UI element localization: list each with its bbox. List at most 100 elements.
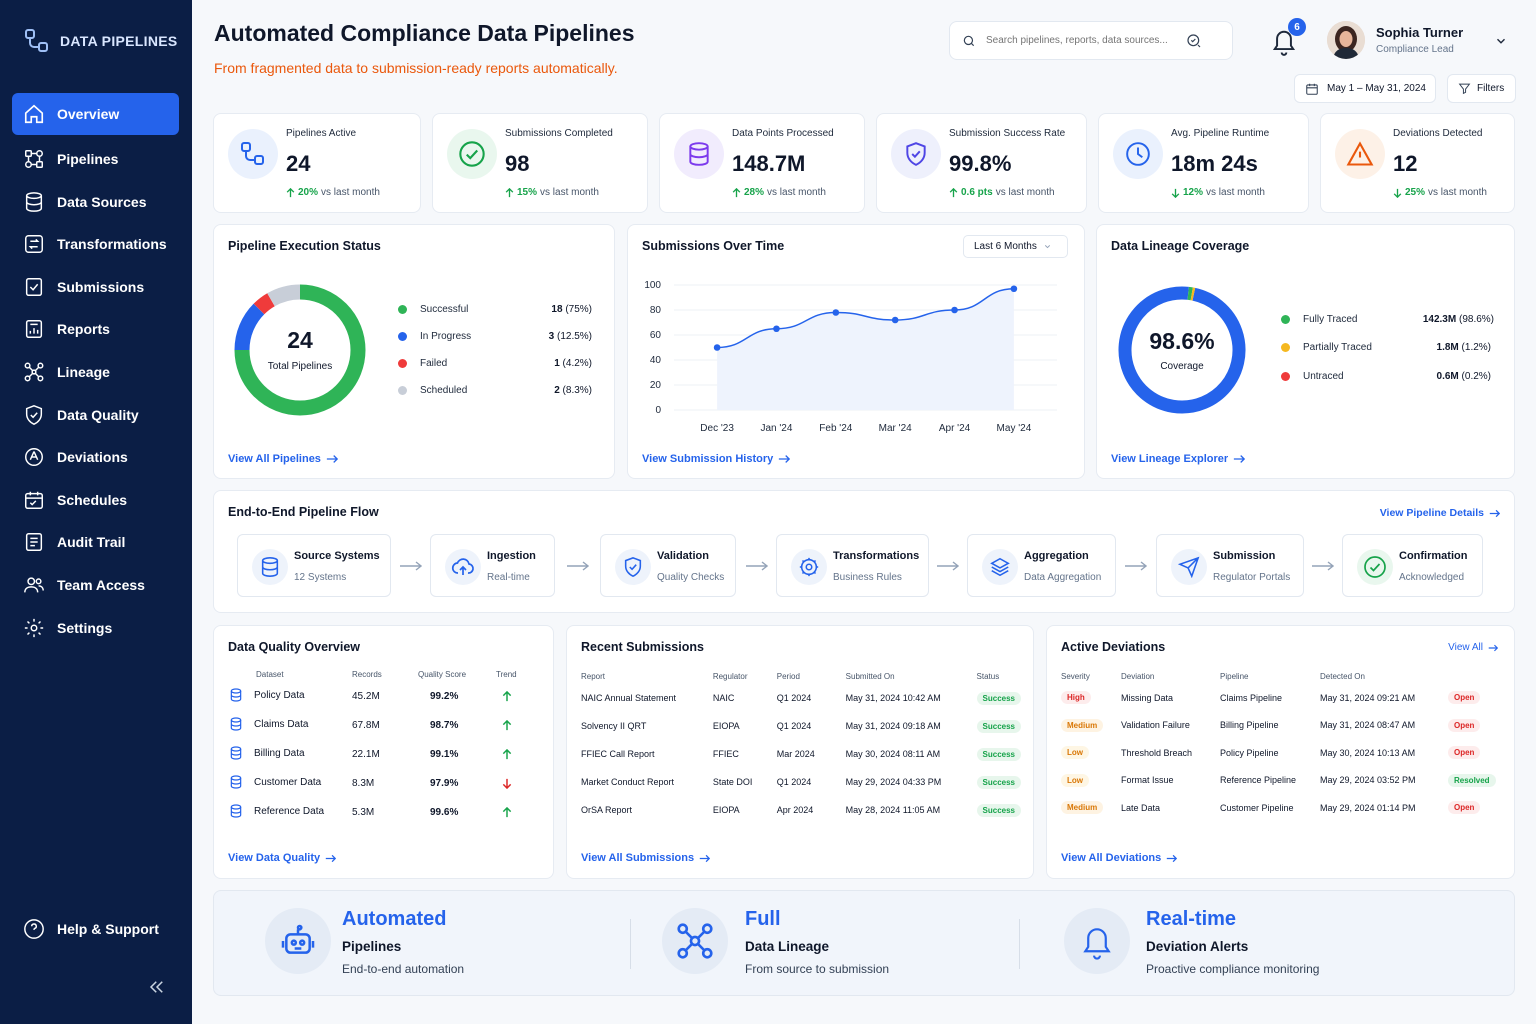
table-row[interactable]: FFIEC Call Report FFIEC Mar 2024 May 30,… [581, 740, 1021, 768]
table-row[interactable]: High Missing Data Claims Pipeline May 31… [1061, 684, 1505, 712]
flow-step-transformations[interactable]: Transformations Business Rules [776, 534, 929, 597]
view-pipeline-details-link[interactable]: View Pipeline Details [1380, 507, 1500, 519]
detected-on-cell: May 30, 2024 10:13 AM [1320, 747, 1416, 758]
search-input[interactable] [986, 35, 1176, 46]
kpi-submissions-completed[interactable]: Submissions Completed 98 15% vs last mont… [432, 113, 648, 213]
data-point[interactable] [1010, 285, 1018, 293]
nav-label: Lineage [57, 363, 110, 380]
table-row[interactable]: Low Threshold Breach Policy Pipeline May… [1061, 739, 1505, 767]
view-lineage-explorer-link[interactable]: View Lineage Explorer [1111, 453, 1246, 465]
table-row[interactable]: Claims Data 67.8M 98.7% [228, 711, 540, 740]
table-row[interactable]: Policy Data 45.2M 99.2% [228, 682, 540, 711]
sidebar-item-overview[interactable]: Overview [12, 93, 179, 135]
status-badge: Open [1448, 801, 1481, 815]
banner-desc: Proactive compliance monitoring [1146, 962, 1320, 976]
nav-label: Data Sources [57, 193, 147, 210]
arrow-up-icon [502, 691, 512, 702]
sidebar-item-pipelines[interactable]: Pipelines [12, 138, 179, 180]
legend-value: 0.6M (0.2%) [1437, 371, 1491, 382]
table-row[interactable]: Solvency II QRT EIOPA Q1 2024 May 31, 20… [581, 712, 1021, 740]
sidebar-item-schedules[interactable]: Schedules [12, 479, 179, 521]
kpi-deviations-detected[interactable]: Deviations Detected 12 25% vs last month [1320, 113, 1515, 213]
data-point[interactable] [891, 316, 899, 324]
submitted-on-cell: May 31, 2024 10:42 AM [845, 693, 941, 703]
table-row[interactable]: Reference Data 5.3M 99.6% [228, 798, 540, 827]
arrow-down-icon [1171, 188, 1180, 198]
view-data-quality-link[interactable]: View Data Quality [228, 852, 337, 864]
sidebar-item-settings[interactable]: Settings [12, 607, 179, 649]
avatar[interactable] [1327, 21, 1365, 59]
table-row[interactable]: Market Conduct Report State DOI Q1 2024 … [581, 768, 1021, 796]
status-badge: Success [976, 719, 1021, 733]
notifications-button[interactable] [1270, 26, 1298, 56]
banner-subtitle: Deviation Alerts [1146, 939, 1249, 954]
table-row[interactable]: Medium Late Data Customer Pipeline May 2… [1061, 794, 1505, 822]
ai-search-icon[interactable] [1186, 33, 1202, 49]
view-all-deviations-link[interactable]: View All Deviations [1061, 852, 1178, 864]
card-title: Active Deviations [1061, 640, 1166, 654]
sidebar-item-deviations[interactable]: Deviations [12, 436, 179, 478]
dataset-cell: Policy Data [228, 682, 352, 711]
view-submission-history-link[interactable]: View Submission History [642, 453, 791, 465]
flow-step-confirmation[interactable]: Confirmation Acknowledged [1342, 534, 1483, 597]
sidebar-item-transformations[interactable]: Transformations [12, 223, 179, 265]
view-all-submissions-link[interactable]: View All Submissions [581, 852, 711, 864]
filters-button[interactable]: Filters [1447, 74, 1516, 103]
kpi-submission-success-rate[interactable]: Submission Success Rate 99.8% 0.6 pts vs … [876, 113, 1087, 213]
sidebar-item-submissions[interactable]: Submissions [12, 266, 179, 308]
report-cell: OrSA Report [581, 805, 633, 815]
link-label: View All Pipelines [228, 453, 321, 465]
table-row[interactable]: Medium Validation Failure Billing Pipeli… [1061, 712, 1505, 740]
banner-divider [630, 919, 631, 969]
arrow-right-icon [325, 854, 337, 862]
banner-icon-wrap [662, 908, 728, 974]
deviation-cell: Validation Failure [1121, 720, 1190, 731]
flow-step-aggregation[interactable]: Aggregation Data Aggregation [967, 534, 1116, 597]
view-all-deviations-top-link[interactable]: View All [1448, 642, 1498, 653]
table-row[interactable]: Customer Data 8.3M 97.9% [228, 769, 540, 798]
data-point[interactable] [773, 325, 780, 333]
table-row[interactable]: Billing Data 22.1M 99.1% [228, 740, 540, 769]
kpi-avg-pipeline-runtime[interactable]: Avg. Pipeline Runtime 18m 24s 12% vs last… [1098, 113, 1309, 213]
sidebar-item-reports[interactable]: Reports [12, 308, 179, 350]
nav-label: Audit Trail [57, 534, 126, 551]
table-row[interactable]: OrSA Report EIOPA Apr 2024 May 28, 2024 … [581, 796, 1021, 824]
data-point[interactable] [951, 306, 958, 314]
sidebar-item-data-sources[interactable]: Data Sources [12, 181, 179, 223]
date-range-picker[interactable]: May 1 – May 31, 2024 [1294, 74, 1436, 103]
flow-step-submission[interactable]: Submission Regulator Portals [1156, 534, 1304, 597]
period-cell: Apr 2024 [776, 805, 814, 815]
period-cell: Q1 2024 [776, 693, 812, 703]
help-support-link[interactable]: Help & Support [23, 918, 159, 940]
flow-step-source-systems[interactable]: Source Systems 12 Systems [237, 534, 391, 597]
kpi-delta-suffix: vs last month [767, 187, 826, 198]
data-point[interactable] [713, 344, 721, 351]
collapse-sidebar-button[interactable] [148, 978, 166, 996]
sidebar-item-audit-trail[interactable]: Audit Trail [12, 521, 179, 563]
user-menu-toggle[interactable] [1494, 34, 1508, 48]
kpi-data-points-processed[interactable]: Data Points Processed 148.7M 28% vs last … [659, 113, 865, 213]
y-tick-label: 60 [650, 330, 662, 341]
gear-icon [24, 618, 44, 637]
table-row[interactable]: Low Format Issue Reference Pipeline May … [1061, 767, 1505, 795]
data-point[interactable] [832, 309, 840, 316]
time-range-dropdown[interactable]: Last 6 Months [963, 235, 1068, 258]
legend-pct: (8.3%) [562, 385, 592, 396]
sidebar-item-lineage[interactable]: Lineage [12, 351, 179, 393]
link-label: View All Submissions [581, 852, 695, 864]
brand[interactable]: DATA PIPELINES [24, 28, 178, 54]
view-all-pipelines-link[interactable]: View All Pipelines [228, 453, 338, 465]
status-badge: Open [1448, 718, 1481, 732]
table-row[interactable]: NAIC Annual Statement NAIC Q1 2024 May 3… [581, 684, 1021, 712]
user-portrait-icon [1327, 21, 1365, 59]
kpi-icon-wrap [674, 129, 724, 179]
donut-segment-failed [253, 293, 275, 315]
date-range-label: May 1 – May 31, 2024 [1327, 83, 1426, 94]
sidebar-item-team-access[interactable]: Team Access [12, 564, 179, 606]
kpi-pipelines-active[interactable]: Pipelines Active 24 20% vs last month [213, 113, 421, 213]
lineage-icon [24, 362, 44, 382]
sidebar-item-data-quality[interactable]: Data Quality [12, 394, 179, 436]
flow-step-validation[interactable]: Validation Quality Checks [600, 534, 736, 597]
report-cell: Solvency II QRT [581, 721, 647, 731]
flow-step-ingestion[interactable]: Ingestion Real-time [430, 534, 555, 597]
